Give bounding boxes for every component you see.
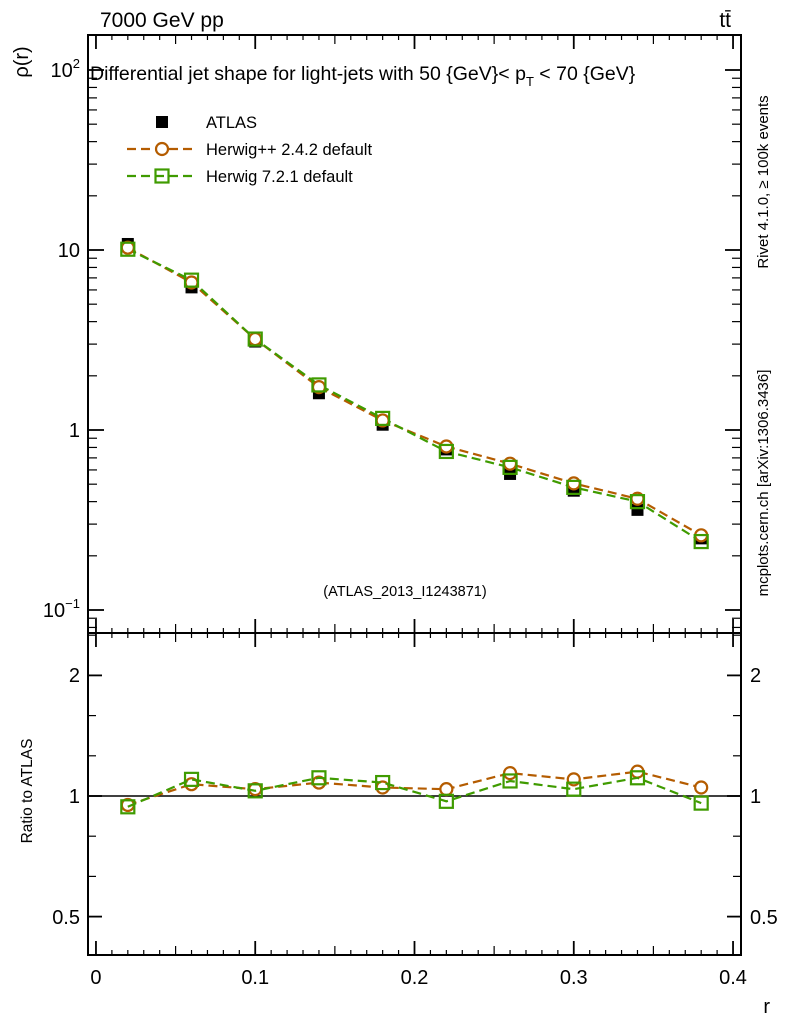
Herwig 7.2.1 default-marker: [438, 443, 454, 460]
Herwig 7.2.1 default-ratio-marker: [247, 783, 263, 799]
legend-label: Herwig++ 2.4.2 default: [206, 141, 372, 159]
top-panel-frame: [87, 34, 742, 634]
ratio-panel-frame: [87, 632, 742, 956]
Herwig 7.2.1 default-ratio-marker: [311, 770, 327, 786]
y-tick-label-main: 1: [69, 420, 80, 442]
y-tick-label-ratio: 2: [69, 665, 80, 687]
header-beam-energy: 7000 GeV pp: [100, 9, 224, 32]
Herwig 7.2.1 default-marker: [120, 241, 136, 257]
y-tick-label-ratio: 1: [750, 786, 761, 808]
mcplots-arxiv-note: mcplots.cern.ch [arXiv:1306.3436]: [755, 370, 772, 597]
legend: ATLAS Herwig++ 2.4.2 default Herwig 7.2.1 …: [127, 114, 372, 186]
data-series: [88, 237, 741, 815]
y-tick-label-ratio: 0.5: [750, 907, 778, 929]
y-tick-label-ratio: 0.5: [52, 907, 80, 929]
Herwig++ 2.4.2 default-marker: [502, 456, 518, 471]
Herwig++ 2.4.2 default-ratio-marker: [439, 782, 454, 797]
Herwig 7.2.1 default-marker: [629, 494, 646, 510]
Herwig++ 2.4.2 default-line: [127, 246, 702, 537]
Herwig++ 2.4.2 default-ratio-marker: [694, 780, 709, 795]
y-tick-label-main: 102: [51, 56, 80, 82]
Herwig 7.2.1 default-ratio-line: [127, 776, 702, 808]
Herwig 7.2.1 default-ratio-marker: [120, 799, 136, 815]
legend-label: Herwig 7.2.1 default: [206, 168, 353, 186]
y-tick-label-main: 10−1: [43, 596, 80, 622]
Herwig 7.2.1 default-ratio-marker: [502, 773, 518, 789]
Herwig++ 2.4.2 default-marker: [248, 331, 263, 347]
Herwig 7.2.1 default-ratio-marker: [629, 770, 646, 786]
legend-marker-square-filled: [156, 116, 168, 128]
y-tick-label-main: 10: [58, 240, 80, 262]
legend-label: ATLAS: [206, 114, 257, 132]
Herwig 7.2.1 default-ratio-marker: [375, 774, 391, 791]
x-tick-label: 0.3: [560, 967, 588, 989]
y-axis-title-top: ρ(r): [11, 46, 33, 77]
analysis-id-watermark: (ATLAS_2013_I1243871): [323, 584, 486, 600]
Herwig 7.2.1 default-ratio-marker: [693, 795, 709, 811]
y-axis-title-ratio: Ratio to ATLAS: [19, 739, 36, 844]
Herwig 7.2.1 default-marker: [311, 377, 327, 393]
Herwig 7.2.1 default-marker: [247, 331, 263, 347]
x-tick-label: 0.2: [401, 967, 429, 989]
x-tick-label: 0.1: [241, 967, 269, 989]
Herwig++ 2.4.2 default-marker: [566, 476, 581, 491]
Herwig++ 2.4.2 default-ratio-marker: [502, 766, 518, 781]
Herwig 7.2.1 default-marker: [502, 459, 518, 475]
y-tick-label-ratio: 1: [69, 786, 80, 808]
rivet-version-note: Rivet 4.1.0, ≥ 100k events: [755, 95, 772, 268]
x-axis-title: r: [763, 996, 770, 1018]
legend-marker-circle-open: [154, 141, 170, 157]
y-tick-label-ratio: 2: [750, 665, 761, 687]
Herwig++ 2.4.2 default-ratio-line: [127, 770, 702, 807]
observable-title: Differential jet shape for light-jets wi…: [90, 63, 636, 89]
Herwig 7.2.1 default-marker: [375, 410, 391, 426]
tick-labels: 0 0.1 0.2 0.3 0.4 102 10 1 10−1 2 2 1 1 0.5 0.5: [43, 56, 778, 989]
x-tick-label: 0: [90, 967, 101, 989]
legend-marker-square-open: [154, 168, 170, 184]
Herwig 7.2.1 default-ratio-marker: [566, 781, 582, 797]
axis-ticks: [88, 35, 741, 955]
Herwig 7.2.1 default-marker: [183, 272, 200, 288]
ATLAS-marker: [631, 503, 644, 516]
Herwig 7.2.1 default-ratio-marker: [438, 793, 454, 809]
x-tick-label: 0.4: [719, 967, 747, 989]
Herwig 7.2.1 default-marker: [566, 479, 582, 495]
Herwig 7.2.1 default-ratio-marker: [183, 771, 200, 787]
Herwig 7.2.1 default-line: [127, 248, 702, 543]
Herwig 7.2.1 default-marker: [693, 533, 709, 550]
Herwig++ 2.4.2 default-marker: [439, 439, 454, 454]
header-process: tt̄: [719, 9, 731, 32]
